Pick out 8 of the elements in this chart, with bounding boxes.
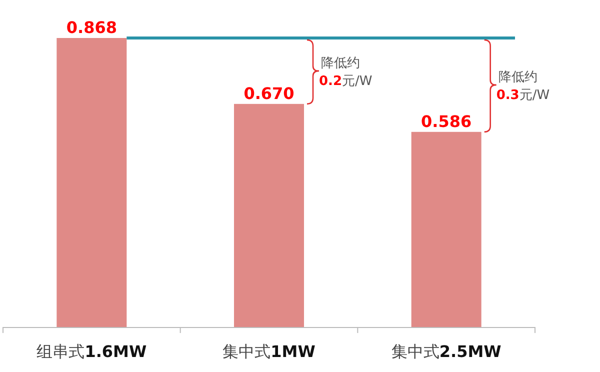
x-tick-label: 组串式1.6MW: [36, 342, 147, 361]
annotation: 降低约0.2元/W: [319, 56, 372, 89]
data-label: 0.586: [421, 112, 472, 131]
x-tick-label: 集中式1MW: [222, 342, 316, 361]
data-label: 0.868: [66, 18, 117, 37]
annotation: 降低约0.3元/W: [496, 70, 550, 103]
data-label: 0.670: [244, 84, 294, 103]
x-tick-label: 集中式2.5MW: [391, 342, 502, 361]
